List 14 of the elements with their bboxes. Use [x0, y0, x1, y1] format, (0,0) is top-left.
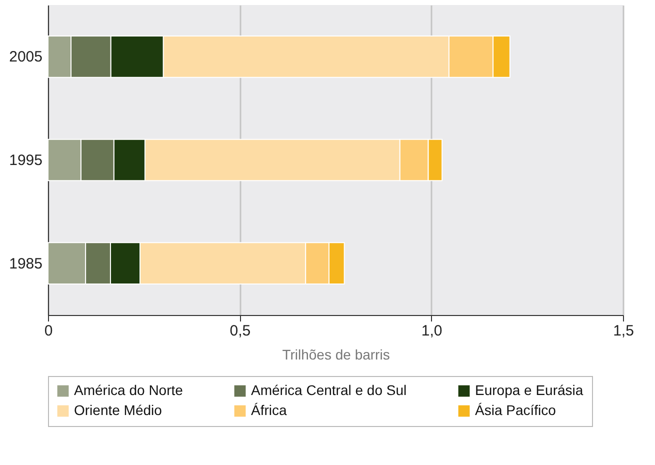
- legend-label: América do Norte: [74, 382, 184, 398]
- y-tick-label: 1985: [9, 255, 42, 272]
- legend-label: Ásia Pacífico: [475, 402, 556, 418]
- legend-label: América Central e do Sul: [251, 382, 407, 398]
- legend-label: Europa e Eurásia: [475, 382, 584, 398]
- x-tick-label: 1,5: [613, 322, 634, 340]
- x-tick-label: 1,0: [421, 322, 442, 340]
- legend-label: África: [251, 402, 287, 418]
- x-tick-label: 0: [44, 322, 53, 340]
- y-tick-label: 1995: [9, 152, 42, 169]
- x-tick-label: 0,5: [230, 322, 251, 340]
- x-axis-title: Trilhões de barris: [282, 346, 390, 362]
- y-tick-label: 2005: [9, 48, 42, 66]
- legend-label: Oriente Médio: [74, 402, 162, 418]
